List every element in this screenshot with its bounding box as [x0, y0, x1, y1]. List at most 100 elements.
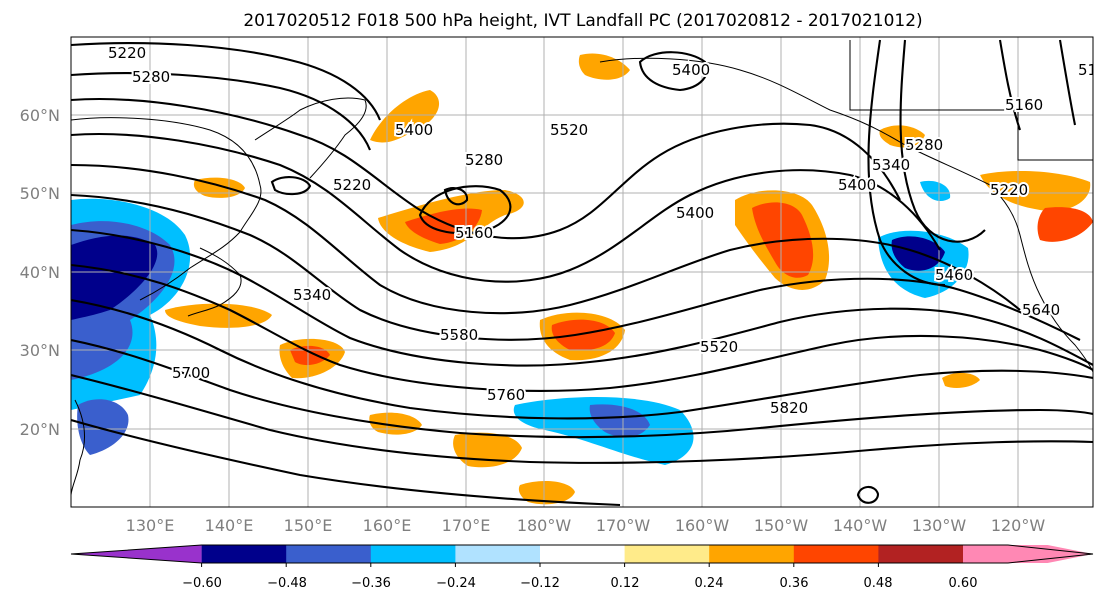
- contour-north-east-2: [1058, 39, 1077, 126]
- contour-wave-4: [71, 193, 1081, 341]
- contour-wave-8: [71, 338, 1093, 439]
- lat-label-50n: 50°N: [20, 184, 60, 203]
- contour-low-west-2: [71, 72, 371, 151]
- contour-label: 5280: [905, 136, 943, 154]
- contour-label: 5640: [1022, 301, 1060, 319]
- contour-wave-10: [71, 418, 621, 507]
- contour-label: 5220: [108, 44, 146, 62]
- colorbar-extend-left: [71, 545, 202, 563]
- contour-closed-low-central-2: [418, 185, 512, 235]
- lon-label: 160°W: [675, 516, 730, 535]
- contour-label: 5160: [455, 224, 493, 242]
- contour-wave-5: [71, 228, 1093, 367]
- coastline-kamchatka: [254, 97, 367, 179]
- lon-label: 170°W: [596, 516, 651, 535]
- contour-label: 5400: [672, 61, 710, 79]
- ivt-positive-region-pacific-northwest-core: [1037, 207, 1093, 242]
- colorbar-tick-label: 0.60: [949, 576, 978, 591]
- coastlines: [71, 40, 1093, 496]
- ivt-positive-region-baja: [942, 372, 980, 388]
- colorbar-tick-label: −0.48: [267, 576, 307, 591]
- coastline-asia: [71, 117, 262, 301]
- ivt-positive-region-north-pacific-low-core: [405, 208, 482, 244]
- lat-label-30n: 30°N: [20, 341, 60, 360]
- lon-label: 150°E: [284, 516, 333, 535]
- contour-label: 5160: [1005, 96, 1043, 114]
- coastline-canada: [849, 40, 1093, 161]
- colorbar-tick-label: −0.12: [520, 576, 560, 591]
- contour-label: 5400: [395, 121, 433, 139]
- lon-label: 140°E: [205, 516, 254, 535]
- figure-title: 2017020512 F018 500 hPa height, IVT Land…: [243, 11, 922, 31]
- map-panel: 5220 5280 5400 5520 5280 5220 5160 5400 …: [70, 36, 1105, 508]
- colorbar-tick-label: −0.24: [436, 576, 476, 591]
- contour-label: 5820: [770, 399, 808, 417]
- lon-label: 180°W: [517, 516, 572, 535]
- contour-label: 5760: [487, 386, 525, 404]
- contour-north-east: [998, 39, 1021, 131]
- lon-label: 120°W: [991, 516, 1046, 535]
- lon-label: 160°E: [363, 516, 412, 535]
- lat-label-20n: 20°N: [20, 420, 60, 439]
- colorbar-segment: [455, 545, 541, 563]
- colorbar-tick-label: −0.36: [351, 576, 391, 591]
- height-contours: [71, 39, 1093, 507]
- lat-label-60n: 60°N: [20, 106, 60, 125]
- colorbar-segment: [709, 545, 795, 563]
- contour-closed-low-north: [638, 51, 708, 92]
- colorbar-segment: [793, 545, 879, 563]
- colorbar-tick-label: 0.12: [611, 576, 640, 591]
- colorbar-ticks: [201, 563, 879, 567]
- ivt-negative-region-west-peak: [71, 235, 158, 320]
- contour-label: 5520: [700, 338, 738, 356]
- lon-label: 140°W: [833, 516, 888, 535]
- colorbar-tick-label: 0.48: [864, 576, 893, 591]
- contour-label: 5280: [132, 68, 170, 86]
- contour-closed-high-west: [270, 176, 312, 196]
- colorbar-segment: [370, 545, 456, 563]
- latitude-labels: 60°N 50°N 40°N 30°N 20°N: [20, 106, 60, 439]
- contour-wave-9: [71, 373, 1093, 464]
- coastline-alaska: [599, 57, 991, 186]
- contour-label: 5580: [440, 326, 478, 344]
- coastline-philippines: [71, 399, 85, 496]
- colorbar-tick-label: −0.60: [182, 576, 222, 591]
- coastline-japan: [187, 247, 242, 317]
- contour-wave-1: [71, 97, 901, 240]
- contour-label: 5520: [550, 121, 588, 139]
- contour-wave-7: [71, 298, 1093, 420]
- contour-label: 5460: [935, 266, 973, 284]
- contour-label: 5220: [990, 181, 1028, 199]
- ivt-positive-region-hawaii-core: [290, 345, 330, 366]
- ivt-positive-region-japan-sea: [165, 303, 272, 328]
- ivt-positive-region-alaska-coast: [879, 125, 925, 148]
- lat-label-40n: 40°N: [20, 263, 60, 282]
- contour-label: 5100: [1078, 61, 1105, 79]
- contour-closed-low-east: [899, 39, 986, 243]
- contour-wave-3: [71, 163, 1021, 315]
- ivt-negative-region-gulf: [920, 180, 951, 202]
- colorbar-tick-label: 0.24: [695, 576, 724, 591]
- contour-label: 5340: [872, 156, 910, 174]
- contour-label: 5220: [333, 176, 371, 194]
- colorbar-segment: [540, 545, 626, 563]
- contour-closed-low-east-2: [867, 39, 946, 287]
- contour-low-west: [71, 42, 381, 121]
- colorbar-segment: [878, 545, 964, 563]
- lon-label: 130°W: [912, 516, 967, 535]
- ivt-negative-region-south-west: [77, 399, 129, 455]
- colorbar-tick-label: 0.36: [780, 576, 809, 591]
- ivt-positive-region-pacific-northwest: [980, 170, 1091, 211]
- lon-label: 150°W: [754, 516, 809, 535]
- colorbar-segment: [624, 545, 710, 563]
- contour-label: 5280: [465, 151, 503, 169]
- height-contour-labels: 5220 5280 5400 5520 5280 5220 5160 5400 …: [106, 42, 1105, 419]
- contour-label: 5400: [676, 204, 714, 222]
- ivt-positive-region-subtropical-core: [551, 319, 615, 351]
- colorbar-extend-right: [963, 545, 1093, 563]
- coastline-north-america: [989, 184, 1093, 373]
- contour-wave-2: [71, 132, 941, 283]
- contour-circle-south: [856, 485, 880, 504]
- lon-label: 170°E: [442, 516, 491, 535]
